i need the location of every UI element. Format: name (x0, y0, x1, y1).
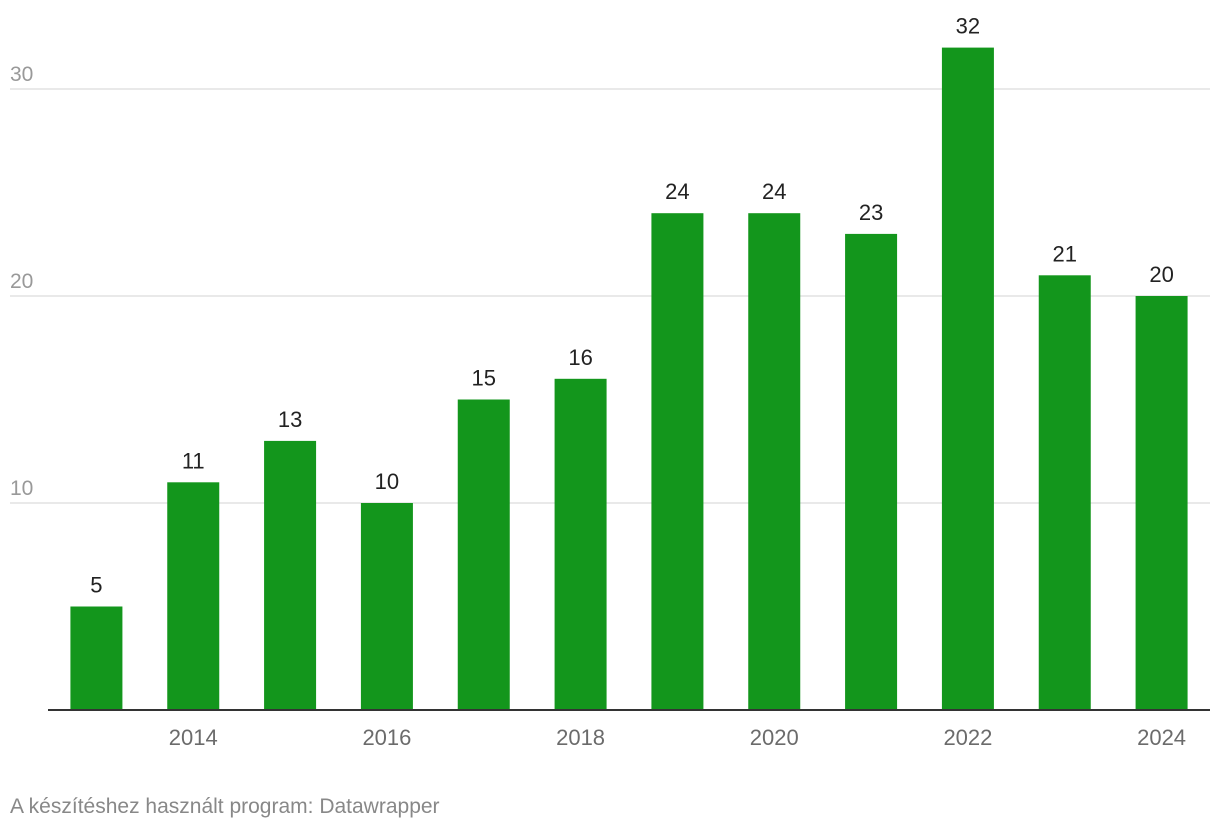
value-label-2019: 24 (665, 179, 689, 204)
value-label-2021: 23 (859, 200, 883, 225)
bar-2022 (941, 47, 994, 711)
bar-2017 (457, 399, 510, 710)
value-label-2015: 13 (278, 407, 302, 432)
value-label-2016: 10 (375, 469, 399, 494)
x-tick-label-2020: 2020 (750, 725, 799, 750)
value-label-2023: 21 (1053, 241, 1077, 266)
bar-2023 (1038, 275, 1091, 710)
bar-2021 (845, 233, 898, 710)
bar-chart: 10 20 30 5 11 13 10 15 16 24 24 23 32 21 20 2014 2016 201… (10, 14, 1210, 750)
bar-2020 (748, 213, 801, 710)
value-label-2024: 20 (1149, 262, 1173, 287)
value-label-2013: 5 (90, 573, 102, 598)
bar-2018 (554, 378, 607, 710)
x-tick-label-2014: 2014 (169, 725, 218, 750)
y-tick-label: 30 (10, 63, 33, 86)
bar-2015 (264, 440, 317, 710)
x-tick-label-2016: 2016 (362, 725, 411, 750)
value-label-2017: 15 (472, 366, 496, 391)
bar-2013 (70, 606, 123, 710)
x-tick-label-2018: 2018 (556, 725, 605, 750)
value-label-2014: 11 (182, 448, 205, 473)
value-label-2020: 24 (762, 179, 786, 204)
bar-2024 (1135, 296, 1188, 710)
x-tick-label-2024: 2024 (1137, 725, 1186, 750)
bar-2014 (167, 482, 220, 710)
bar-2019 (651, 213, 704, 710)
x-tick-label-2022: 2022 (943, 725, 992, 750)
y-tick-label: 10 (10, 477, 33, 500)
value-label-2022: 32 (956, 14, 980, 39)
credit-note: A készítéshez használt program: Datawrap… (10, 795, 440, 818)
value-label-2018: 16 (568, 345, 592, 370)
bar-2016 (360, 503, 413, 710)
y-tick-label: 20 (10, 270, 33, 293)
